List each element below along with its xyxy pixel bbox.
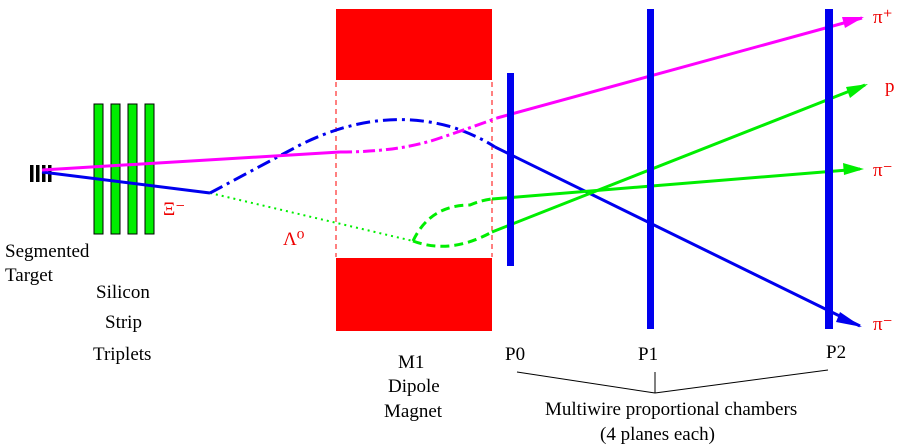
lambda-label: Λ⁰ xyxy=(283,229,305,250)
chamber-label-p1: P1 xyxy=(638,344,658,365)
proton-track-magnet xyxy=(412,230,493,248)
pi-minus-upper-track xyxy=(491,167,861,201)
pi-minus-upper-label: π⁻ xyxy=(873,160,893,181)
silicon-strip-planes xyxy=(93,103,155,235)
target-label-2: Target xyxy=(5,265,54,286)
xi-track xyxy=(41,170,211,195)
dipole-magnet xyxy=(335,9,493,331)
xi-label: Ξ⁻ xyxy=(163,199,185,220)
pi-minus-xi-curved xyxy=(209,118,496,195)
pi-plus-track-upstream xyxy=(41,150,341,172)
pi-plus-track-magnet xyxy=(339,116,498,154)
chamber-bracket xyxy=(516,369,829,394)
pi-minus-lower-track xyxy=(494,145,861,328)
chamber-label-p0: P0 xyxy=(505,344,525,365)
proton-label: p xyxy=(885,76,895,97)
pi-plus-track xyxy=(496,16,863,120)
chamber-caption-1: Multiwire proportional chambers xyxy=(545,399,797,420)
silicon-label-2: Strip xyxy=(105,312,142,333)
particle-tracks xyxy=(41,16,868,328)
chamber-p1 xyxy=(647,9,654,329)
silicon-label-1: Silicon xyxy=(96,282,150,303)
lambda-track xyxy=(209,192,414,242)
pi-minus-lambda-magnet xyxy=(411,197,493,242)
chamber-label-p2: P2 xyxy=(826,342,846,363)
magnet-label-2: Dipole xyxy=(388,376,440,397)
wire-chambers xyxy=(507,9,833,329)
chamber-p2 xyxy=(825,9,833,329)
pi-minus-lower-label: π⁻ xyxy=(873,314,893,335)
proton-track xyxy=(491,83,866,234)
magnet-label-1: M1 xyxy=(398,352,424,373)
target-label-1: Segmented xyxy=(5,241,90,262)
pi-plus-label: π⁺ xyxy=(873,7,893,28)
chamber-caption-2: (4 planes each) xyxy=(600,424,715,445)
silicon-label-3: Triplets xyxy=(93,344,151,365)
magnet-label-3: Magnet xyxy=(384,401,443,422)
chamber-p0 xyxy=(507,73,514,266)
